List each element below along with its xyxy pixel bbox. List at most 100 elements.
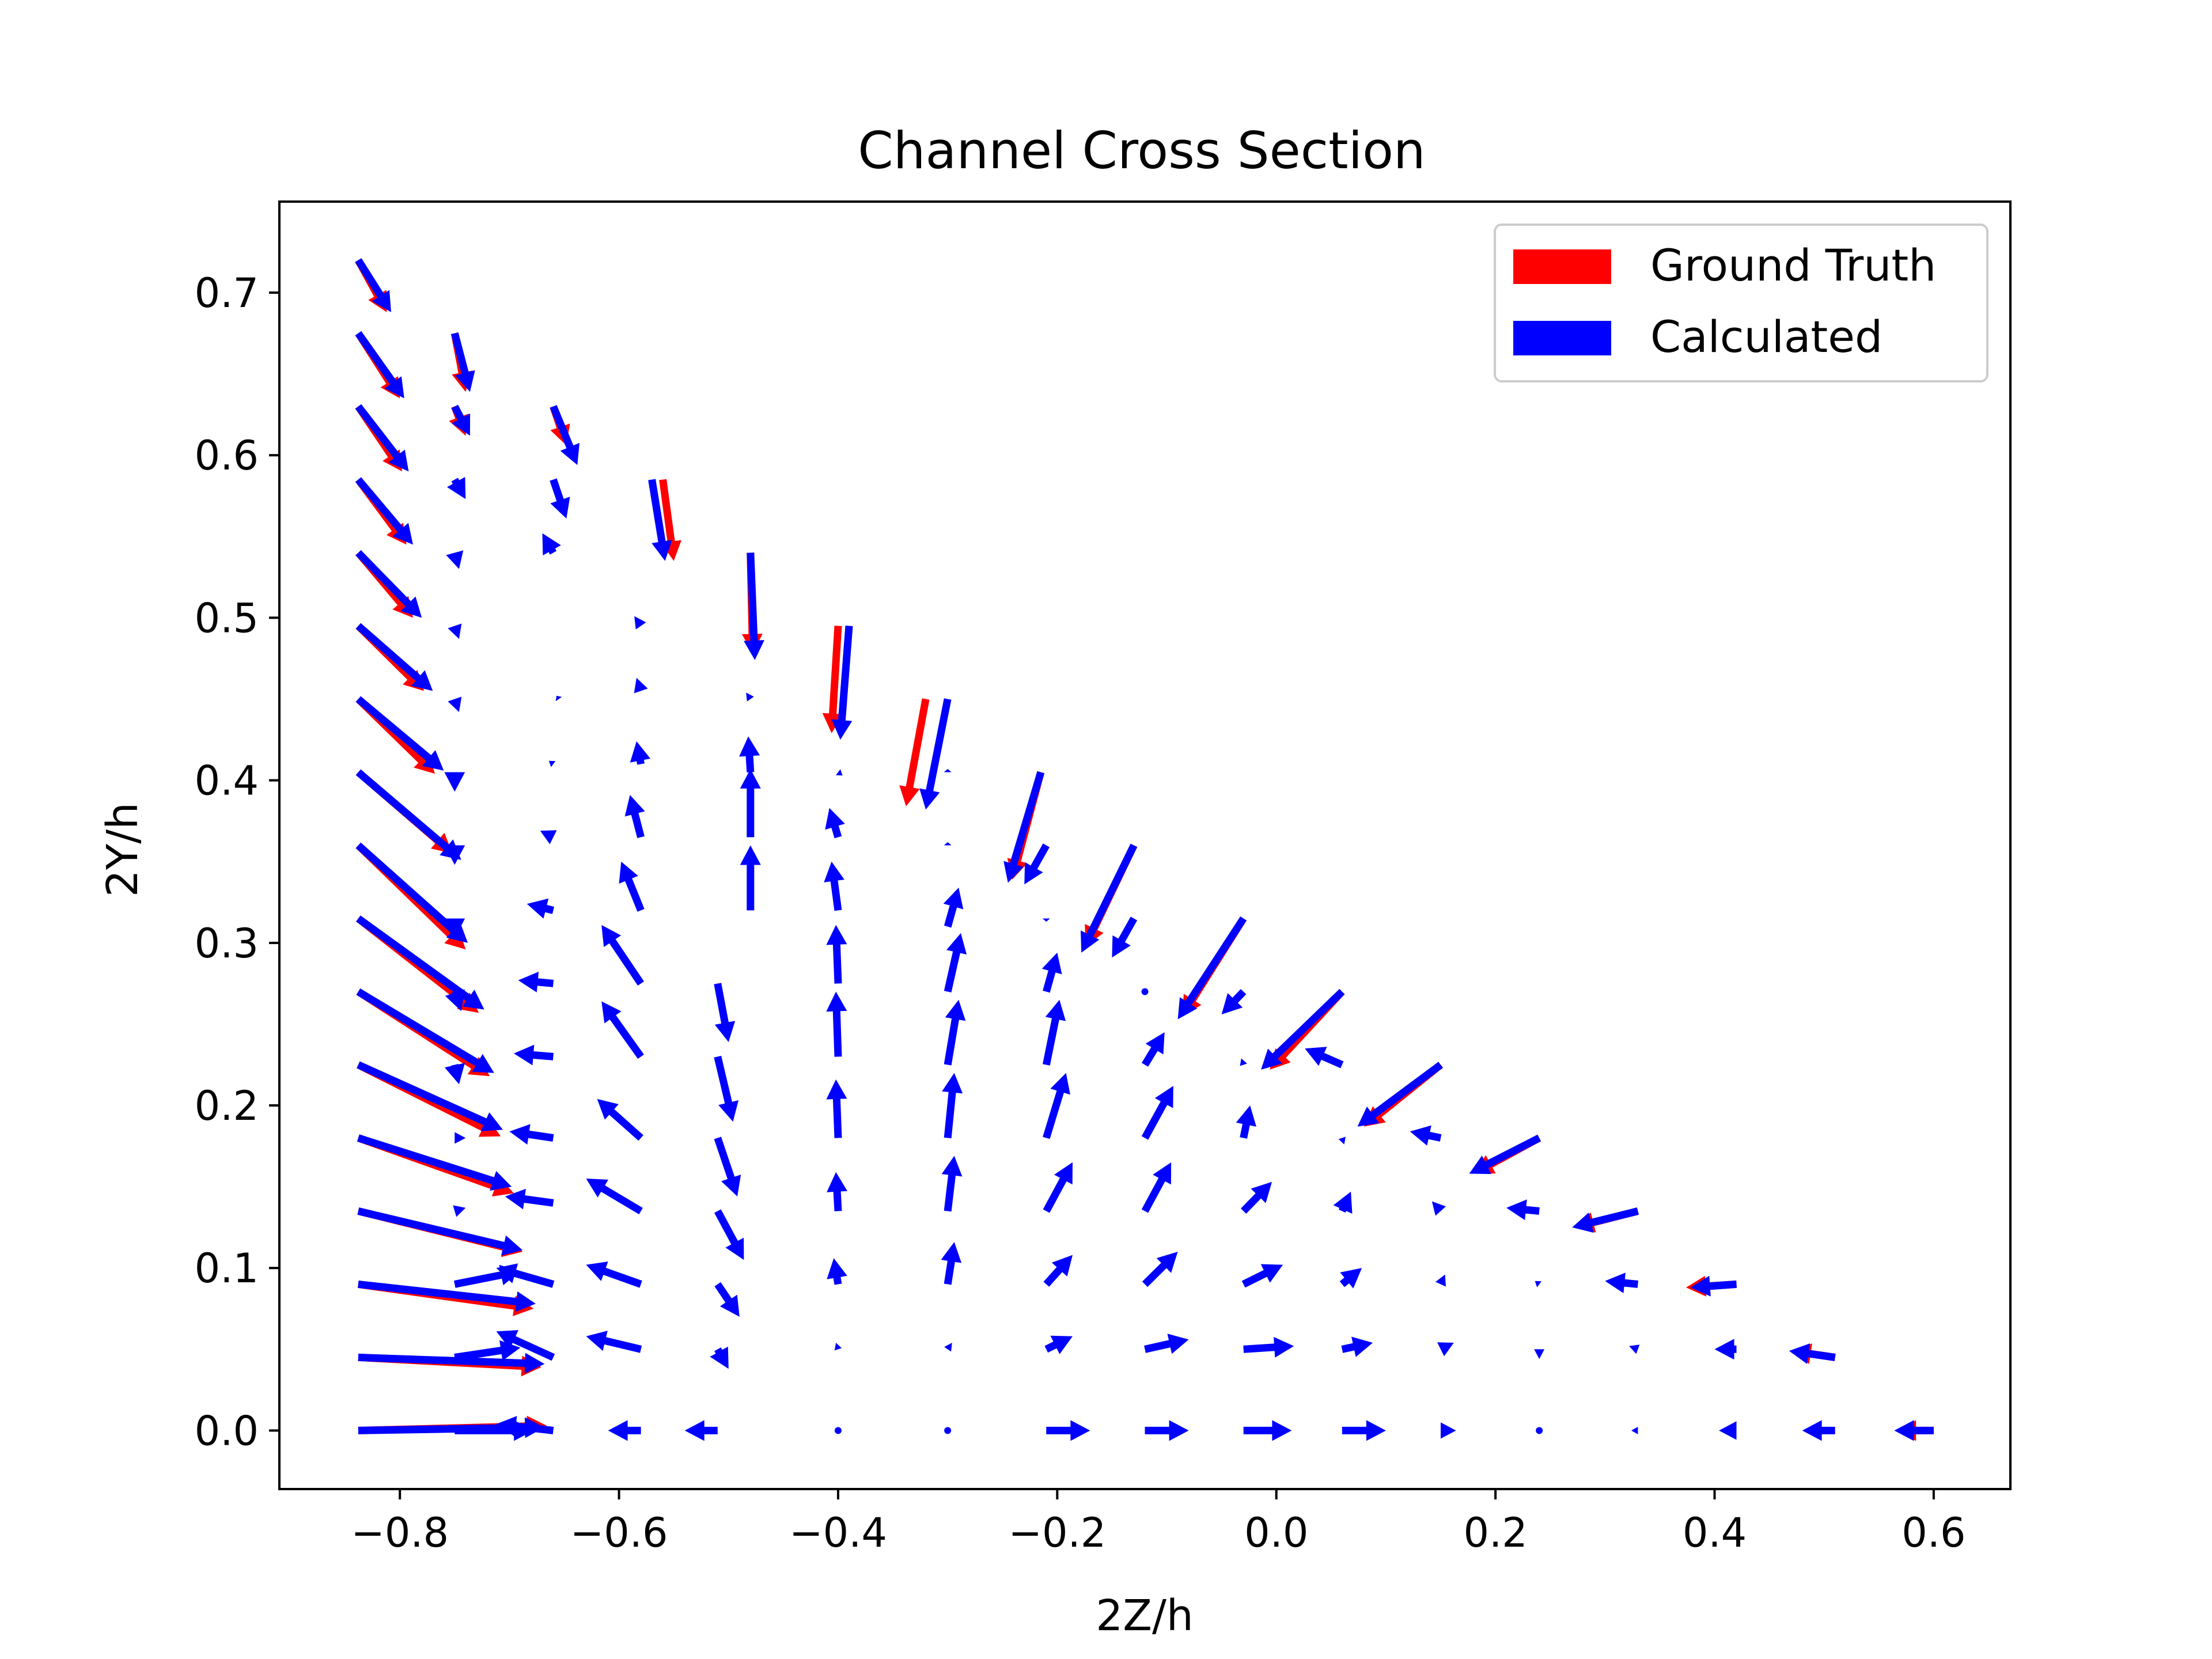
calculated-arrow bbox=[1177, 916, 1247, 1020]
calculated-arrow bbox=[1041, 952, 1062, 993]
calculated-arrow bbox=[451, 404, 471, 436]
calculated-arrow bbox=[356, 915, 484, 1010]
calculated-arrow bbox=[448, 696, 462, 713]
calculated-arrow bbox=[944, 768, 952, 772]
calculated-arrow bbox=[634, 677, 648, 694]
calculated-arrow bbox=[1043, 1255, 1073, 1287]
calculated-arrow bbox=[445, 989, 465, 1012]
calculated-arrow bbox=[714, 983, 736, 1042]
calculated-arrow bbox=[1112, 916, 1138, 958]
calculated-arrow bbox=[509, 1124, 554, 1145]
calculated-arrow bbox=[1141, 1086, 1173, 1140]
y-tick-label: 0.2 bbox=[195, 1082, 259, 1130]
calculated-arrow bbox=[355, 331, 404, 399]
calculated-arrow bbox=[739, 736, 760, 772]
calculated-arrow bbox=[444, 772, 465, 792]
calculated-arrow bbox=[825, 808, 845, 839]
calculated-arrow bbox=[740, 768, 761, 838]
calculated-arrow bbox=[619, 861, 645, 912]
calculated-arrow bbox=[444, 1063, 465, 1085]
calculated-arrow bbox=[1305, 1047, 1344, 1069]
calculated-arrow bbox=[1144, 1334, 1189, 1354]
calculated-arrow bbox=[1789, 1343, 1836, 1364]
calculated-arrow bbox=[444, 845, 465, 865]
calculated-arrow bbox=[1435, 1274, 1446, 1287]
calculated-arrow bbox=[355, 842, 468, 943]
calculated-arrow bbox=[1241, 1264, 1283, 1288]
calculated-arrow bbox=[1044, 1335, 1073, 1354]
calculated-arrow bbox=[453, 1205, 466, 1217]
calculated-arrow bbox=[355, 696, 444, 771]
calculated-arrow bbox=[943, 887, 964, 928]
calculated-arrow bbox=[1236, 1105, 1256, 1139]
calculated-arrow bbox=[744, 552, 764, 660]
calculated-arrow bbox=[1338, 1137, 1346, 1145]
calculated-arrow bbox=[496, 1263, 555, 1288]
calculated-arrow bbox=[1141, 1032, 1165, 1067]
legend-swatch-ground-truth bbox=[1513, 249, 1611, 284]
x-tick-label: −0.6 bbox=[570, 1509, 668, 1556]
calculated-arrow bbox=[1719, 1421, 1737, 1440]
calculated-arrow bbox=[714, 1209, 744, 1260]
calculated-arrow bbox=[834, 1343, 842, 1351]
calculated-arrow bbox=[1141, 988, 1149, 995]
calculated-arrow bbox=[527, 898, 554, 919]
calculated-arrow bbox=[1802, 1420, 1835, 1441]
ground-truth-arrow bbox=[822, 626, 843, 733]
calculated-arrow bbox=[1261, 988, 1345, 1070]
calculated-arrow bbox=[942, 1073, 963, 1139]
calculated-arrow bbox=[1894, 1420, 1934, 1441]
calculated-arrow bbox=[1042, 918, 1050, 922]
calculated-arrow bbox=[714, 1055, 739, 1122]
calculated-arrow bbox=[1240, 1058, 1247, 1066]
calculated-arrow bbox=[710, 1346, 729, 1369]
calculated-arrow bbox=[1081, 843, 1138, 953]
calculated-arrow bbox=[447, 477, 466, 499]
calculated-arrow bbox=[550, 478, 570, 519]
calculated-arrow bbox=[1142, 1252, 1178, 1287]
calculated-arrow bbox=[555, 695, 562, 702]
x-tick-label: −0.4 bbox=[789, 1509, 887, 1556]
calculated-arrow bbox=[355, 258, 391, 312]
legend-label-calculated: Calculated bbox=[1650, 311, 1883, 362]
calculated-arrow bbox=[1631, 1426, 1638, 1434]
calculated-arrow bbox=[1221, 989, 1247, 1014]
calculated-arrow bbox=[1145, 1420, 1189, 1441]
calculated-arrow bbox=[1506, 1199, 1540, 1221]
calculated-arrow bbox=[586, 1331, 642, 1353]
calculated-arrow bbox=[624, 795, 645, 838]
calculated-arrow bbox=[944, 842, 952, 846]
calculated-arrow bbox=[824, 861, 844, 911]
calculated-arrow bbox=[941, 1156, 963, 1212]
calculated-arrow bbox=[648, 479, 672, 561]
calculated-arrow bbox=[836, 769, 843, 776]
calculated-arrow bbox=[827, 1258, 847, 1285]
calculated-arrow bbox=[944, 1427, 952, 1434]
calculated-arrow bbox=[540, 830, 557, 844]
calculated-arrow bbox=[1241, 1181, 1272, 1214]
calculated-arrow bbox=[684, 1420, 718, 1441]
calculated-arrow bbox=[1431, 1201, 1446, 1216]
y-tick-label: 0.6 bbox=[195, 432, 259, 479]
calculated-arrow bbox=[601, 1001, 644, 1059]
calculated-arrow bbox=[355, 404, 409, 472]
y-axis-ticks: 0.0 0.1 0.2 0.3 0.4 0.5 0.6 0.7 bbox=[195, 270, 279, 1455]
calculated-arrow bbox=[355, 477, 413, 545]
y-axis-label: 2Y/h bbox=[98, 802, 147, 897]
calculated-arrow bbox=[355, 550, 422, 618]
calculated-arrow bbox=[827, 1172, 847, 1211]
calculated-arrow bbox=[1046, 1420, 1090, 1441]
calculated-arrow bbox=[834, 1427, 842, 1434]
calculated-arrow bbox=[358, 1281, 536, 1312]
chart-title: Channel Cross Section bbox=[858, 121, 1425, 180]
calculated-arrow bbox=[1003, 771, 1045, 883]
calculated-arrow bbox=[496, 1416, 554, 1437]
calculated-arrow bbox=[454, 1420, 534, 1441]
calculated-arrow bbox=[586, 1262, 642, 1288]
y-tick-label: 0.7 bbox=[195, 270, 259, 317]
calculated-arrow bbox=[355, 769, 461, 860]
calculated-arrow bbox=[601, 925, 644, 986]
calculated-arrow bbox=[826, 925, 847, 984]
calculated-arrow bbox=[446, 550, 464, 569]
